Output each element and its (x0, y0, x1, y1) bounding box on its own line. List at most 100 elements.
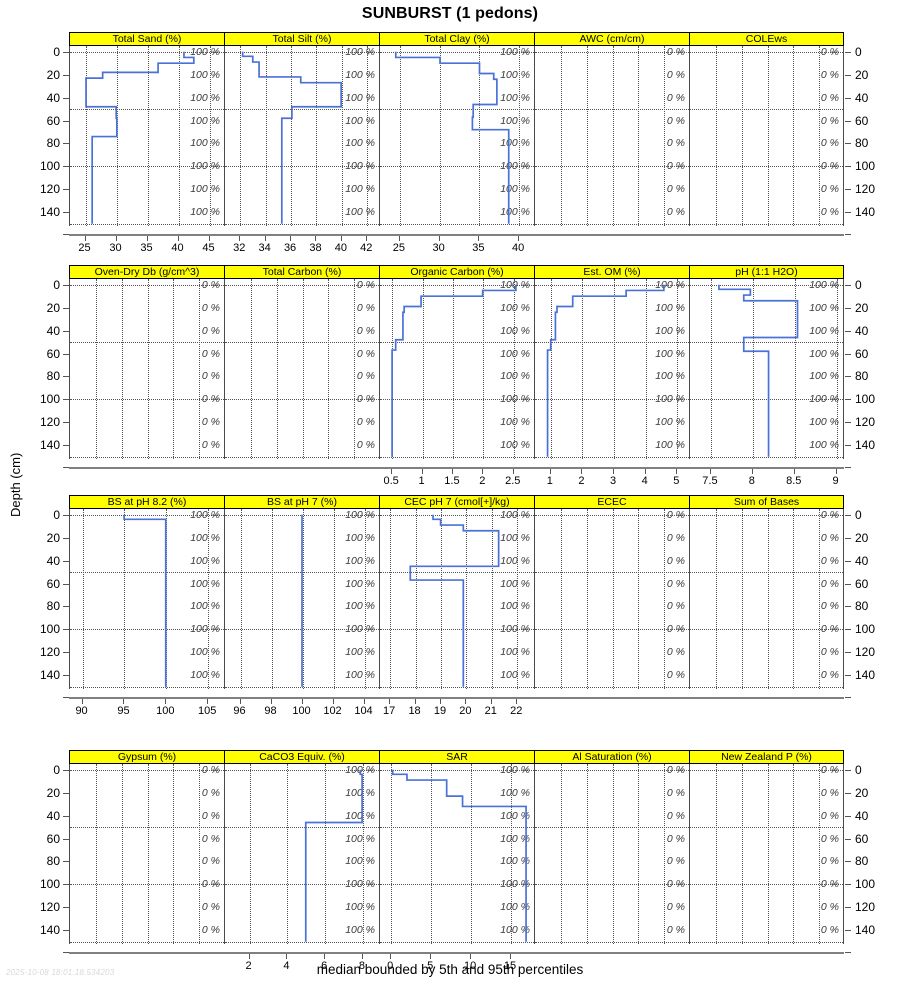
series-line (306, 770, 362, 942)
percent-annotation: 100 % (655, 439, 685, 452)
percent-annotation: 100 % (655, 370, 685, 383)
percent-annotation: 0 % (820, 91, 839, 104)
percent-annotation: 0 % (201, 393, 220, 406)
percent-annotation: 0 % (666, 901, 685, 914)
percent-annotation: 0 % (820, 669, 839, 682)
depth-tick-left (63, 514, 69, 516)
gridline-horizontal (690, 51, 843, 53)
x-tick-label: 90 (75, 705, 88, 717)
depth-axis-label: 120 (855, 182, 876, 197)
gridline-horizontal (70, 223, 224, 225)
gridline-horizontal (70, 399, 224, 401)
x-tick-label: 35 (472, 242, 485, 254)
chart-panel: Al Saturation (%) 0 % 0 % 0 % 0 % 0 % 0 % 0 % 0 … (534, 750, 689, 944)
gridline-horizontal (70, 827, 224, 829)
x-tick-mark (146, 236, 148, 241)
depth-axis-label: 0 (53, 507, 60, 522)
depth-axis-label: 40 (46, 808, 60, 823)
percent-annotation: 100 % (345, 91, 375, 104)
gridline-vertical (466, 509, 468, 689)
x-tick-label: 2.5 (505, 475, 521, 487)
depth-axis-label: 60 (855, 831, 869, 846)
percent-annotation: 100 % (190, 206, 220, 219)
gridline-vertical (240, 46, 242, 226)
percent-annotation: 0 % (820, 183, 839, 196)
gridline-horizontal (225, 827, 379, 829)
chart-panel: SAR 100 % 100 % 100 % 100 % 100 % 100 % 100 % 10… (379, 750, 534, 944)
depth-tick-left (63, 166, 69, 168)
gridline-vertical (439, 46, 441, 226)
series-plot (535, 279, 689, 459)
depth-tick-left (63, 537, 69, 539)
x-tick-mark (414, 699, 416, 704)
x-tick-mark (324, 954, 326, 959)
gridline-horizontal (380, 884, 534, 886)
depth-axis-label: 60 (855, 346, 869, 361)
percent-annotation: 0 % (666, 878, 685, 891)
percent-annotation: 100 % (655, 301, 685, 314)
depth-tick-right (845, 212, 851, 214)
x-tick-mark (482, 469, 484, 474)
percent-annotation: 100 % (345, 855, 375, 868)
gridline-vertical (271, 509, 273, 689)
percent-annotation: 100 % (809, 324, 839, 337)
gridline-vertical (550, 279, 552, 459)
depth-axis-label: 20 (46, 785, 60, 800)
gridline-vertical (250, 279, 252, 459)
percent-annotation: 100 % (809, 416, 839, 429)
gridline-vertical (166, 509, 168, 689)
gridline-vertical (517, 509, 519, 689)
depth-axis-label: 60 (46, 113, 60, 128)
x-axis-panel (689, 699, 844, 721)
percent-annotation: 0 % (201, 924, 220, 937)
percent-annotation: 0 % (820, 554, 839, 567)
percent-annotation: 100 % (500, 160, 530, 173)
depth-tick-left (63, 422, 69, 424)
gridline-horizontal (225, 884, 379, 886)
percent-annotation: 0 % (820, 206, 839, 219)
x-tick-mark (835, 469, 837, 474)
depth-tick-right (845, 769, 851, 771)
percent-annotation: 0 % (201, 855, 220, 868)
x-tick-label: 45 (202, 242, 215, 254)
depth-tick-left (63, 307, 69, 309)
percent-annotation: 100 % (190, 554, 220, 567)
depth-tick-left (63, 120, 69, 122)
x-tick-label: 1 (418, 475, 425, 487)
percent-annotation: 0 % (201, 416, 220, 429)
x-tick-label: 2 (479, 475, 486, 487)
depth-axis-label: 140 (855, 923, 876, 938)
depth-axis-label: 20 (46, 300, 60, 315)
x-tick-label: 7.5 (702, 475, 718, 487)
depth-axis-label: 140 (855, 205, 876, 220)
gridline-vertical (752, 279, 754, 459)
x-axis-panel (534, 236, 689, 258)
gridline-vertical (819, 509, 821, 689)
depth-tick-end (845, 234, 851, 235)
depth-axis-label: 120 (39, 645, 60, 660)
x-tick-mark (264, 236, 266, 241)
gridline-vertical (479, 46, 481, 226)
depth-tick-end (845, 952, 851, 953)
depth-tick-right (845, 838, 851, 840)
panel-strip: Total Sand (%) 100 % 100 % 100 % 100 % 100 % 1… (69, 32, 844, 226)
percent-annotation: 0 % (820, 901, 839, 914)
x-tick-label: 32 (233, 242, 246, 254)
series-plot (380, 46, 534, 226)
gridline-vertical (582, 279, 584, 459)
gridline-horizontal (690, 572, 843, 574)
x-tick-label: 0.5 (383, 475, 399, 487)
depth-axis-label: 0 (53, 762, 60, 777)
x-tick-mark (115, 236, 117, 241)
gridline-vertical (710, 279, 712, 459)
x-tick-mark (421, 469, 423, 474)
percent-annotation: 100 % (345, 786, 375, 799)
depth-tick-right (845, 815, 851, 817)
gridline-horizontal (535, 456, 689, 458)
gridline-horizontal (535, 514, 689, 516)
chart-panel: New Zealand P (%) 0 % 0 % 0 % 0 % 0 % 0 % 0 % 0 … (689, 750, 844, 944)
x-tick-label: 40 (511, 242, 525, 254)
percent-annotation: 0 % (666, 91, 685, 104)
page-title: SUNBURST (1 pedons) (361, 5, 539, 22)
percent-annotation: 100 % (500, 809, 530, 822)
